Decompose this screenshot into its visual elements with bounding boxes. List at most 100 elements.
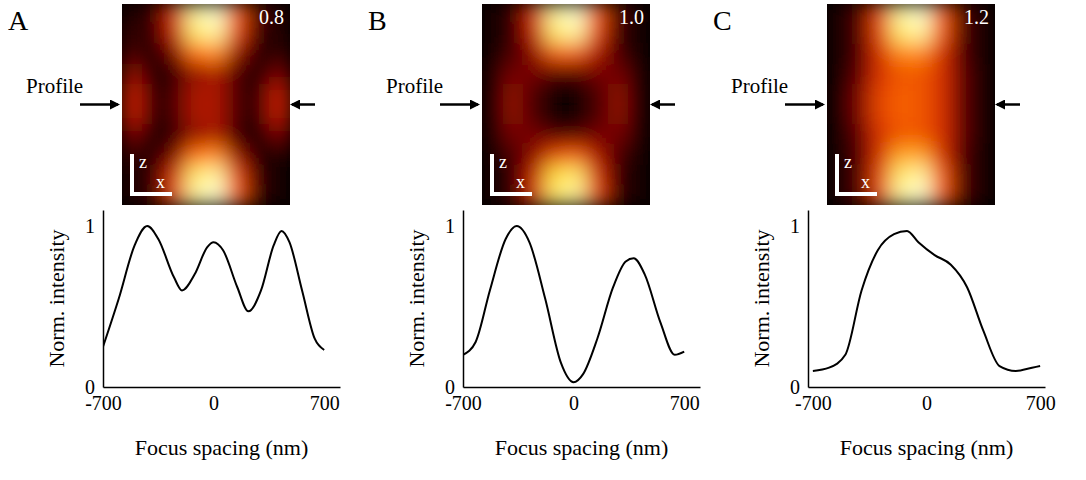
heatmap-cell <box>545 164 567 185</box>
heatmap-cell <box>503 44 525 65</box>
heatmap-cell <box>974 144 996 165</box>
scale-bar-label: z <box>844 152 852 172</box>
panel-letter: A <box>8 5 29 36</box>
y-tick: 1 <box>85 215 103 237</box>
y-tick: 0 <box>85 376 103 398</box>
heatmap-cell <box>524 104 546 125</box>
profile-arrow <box>652 103 675 106</box>
heatmap-cell <box>932 104 954 125</box>
heatmap-cell <box>545 64 567 85</box>
y-tick: 0 <box>790 376 808 398</box>
heatmap-cell <box>587 104 609 125</box>
plot-area <box>463 226 684 382</box>
heatmap-cell <box>185 104 207 125</box>
heatmap-cell <box>122 44 144 65</box>
heatmap-cell <box>587 124 609 145</box>
heatmap-cell <box>185 84 207 105</box>
heatmap-cell <box>503 84 525 105</box>
heatmap-cell <box>890 44 912 65</box>
x-tick-label: 0 <box>209 392 219 414</box>
y-axis-title: Norm. intensity <box>404 229 429 367</box>
y-axis: 01 <box>445 211 464 398</box>
y-axis-title: Norm. intensity <box>44 229 69 367</box>
y-tick-label: 1 <box>85 215 95 237</box>
heatmap-cell <box>890 184 912 205</box>
heatmap-cell <box>248 104 270 125</box>
scale-bar-label: x <box>861 172 870 192</box>
heatmap-cell <box>587 4 609 25</box>
heatmap-cell <box>248 144 270 165</box>
heatmap-cell <box>545 84 567 105</box>
heatmap-cell <box>269 164 291 185</box>
heatmap-cell <box>932 184 954 205</box>
x-axis: -700 0 700 <box>795 387 1056 414</box>
heatmap-cell <box>269 64 291 85</box>
heatmap-cells <box>482 4 650 205</box>
heatmap-cell <box>608 144 630 165</box>
heatmap-background <box>827 4 995 205</box>
heatmap-cell <box>164 84 186 105</box>
heatmap-cell <box>848 24 870 45</box>
heatmap-cell <box>524 124 546 145</box>
heatmap-cell <box>206 44 228 65</box>
heatmap-cell <box>566 4 588 25</box>
y-tick: 1 <box>790 215 808 237</box>
heatmap-cell <box>629 104 651 125</box>
x-tick-label: 0 <box>922 392 932 414</box>
scale-bar-label: x <box>156 172 165 192</box>
heatmap-cell <box>953 184 975 205</box>
heatmap-cell <box>911 164 933 185</box>
scale-bar-label: x <box>516 172 525 192</box>
heatmap-cell <box>848 64 870 85</box>
heatmap-cell <box>503 24 525 45</box>
x-axis: -7000700 <box>445 387 700 414</box>
heatmap-cell <box>164 124 186 145</box>
heatmap-cell <box>869 24 891 45</box>
heatmap-cell <box>143 4 165 25</box>
heatmap-cell <box>122 84 144 105</box>
heatmap-cell <box>974 104 996 125</box>
profile-arrow <box>997 103 1020 106</box>
heatmap-cell <box>545 24 567 45</box>
profile-arrow <box>440 103 478 106</box>
heatmap-cell <box>953 84 975 105</box>
heatmap-cell <box>227 24 249 45</box>
profile-arrow <box>785 103 823 106</box>
heatmap-cell <box>206 24 228 45</box>
panel: B1.0zxProfile-700070001Focus spacing (nm… <box>368 4 701 461</box>
heatmap-cell <box>629 124 651 145</box>
heatmap-cell <box>932 84 954 105</box>
heatmap-cell <box>482 24 504 45</box>
heatmap-cell <box>269 44 291 65</box>
heatmap-cell <box>269 84 291 105</box>
heatmap-cell <box>227 4 249 25</box>
x-tick-label: -700 <box>795 392 832 414</box>
scale-bar <box>837 154 877 194</box>
heatmap-cell <box>227 144 249 165</box>
x-tick: 700 <box>1026 387 1056 414</box>
heatmap-cell <box>629 84 651 105</box>
heatmap-cell <box>269 184 291 205</box>
heatmap-cell <box>248 64 270 85</box>
heatmap-cell <box>206 84 228 105</box>
heatmap-cell <box>122 104 144 125</box>
heatmap-cell <box>827 4 849 25</box>
heatmap-cell <box>122 24 144 45</box>
heatmap-cell <box>953 64 975 85</box>
heatmap-cell <box>869 144 891 165</box>
heatmap-cell <box>185 64 207 85</box>
x-tick: 700 <box>310 387 340 414</box>
heatmap-cell <box>206 124 228 145</box>
heatmap-cell <box>545 184 567 205</box>
heatmap-cell <box>164 4 186 25</box>
y-axis: 01 <box>790 211 809 398</box>
profile-line <box>463 226 684 382</box>
heatmap-cell <box>566 164 588 185</box>
profile-arrow <box>80 103 118 106</box>
y-tick: 1 <box>445 215 463 237</box>
heatmap-cell <box>545 124 567 145</box>
heatmap-cells <box>122 4 290 205</box>
heatmap-cell <box>911 184 933 205</box>
heatmap-cell <box>482 4 504 25</box>
heatmap-cell <box>974 84 996 105</box>
